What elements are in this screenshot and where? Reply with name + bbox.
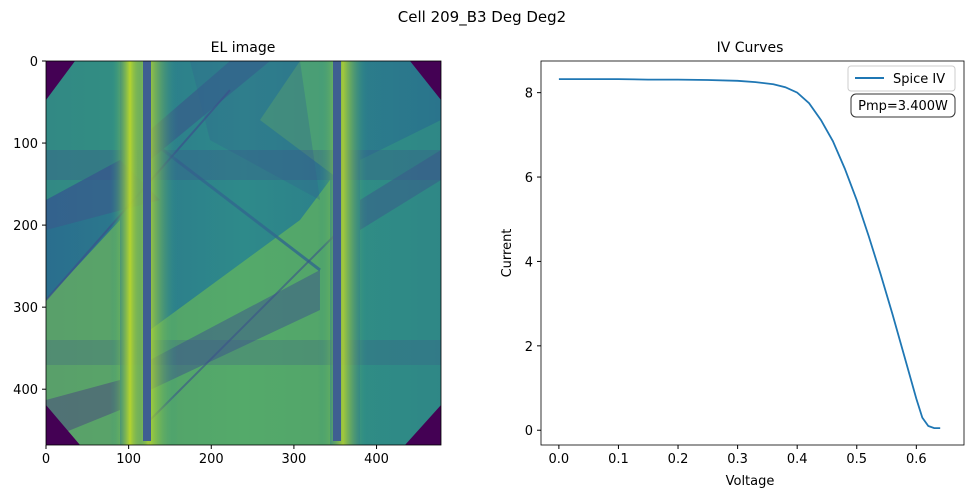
x-tick-label: 0.0 (549, 452, 570, 467)
pmp-text: Pmp=3.400W (858, 99, 948, 114)
x-tick-label: 0.1 (608, 452, 629, 467)
pmp-annotation: Pmp=3.400W (850, 93, 956, 118)
x-tick-label: 200 (199, 452, 224, 467)
iv-curves-panel: IV Curves 0.0 0.1 0.2 0.3 0.4 0.5 0.6 0 2 4 6 8 Vol… (500, 40, 965, 489)
y-tick-label: 200 (13, 219, 38, 234)
y-tick-label: 8 (525, 87, 533, 102)
el-image-title: EL image (211, 40, 276, 56)
x-tick-label: 300 (281, 452, 306, 467)
el-image-panel: EL image (13, 40, 442, 467)
y-tick-label: 400 (13, 383, 38, 398)
x-tick-label: 0.4 (787, 452, 808, 467)
x-axis-label: Voltage (726, 474, 775, 489)
y-tick-label: 2 (525, 340, 533, 355)
figure-title: Cell 209_B3 Deg Deg2 (398, 8, 566, 27)
x-tick-label: 0 (42, 452, 50, 467)
iv-series (558, 78, 941, 430)
series-line-spice-iv (558, 78, 941, 430)
x-tick-label: 0.6 (906, 452, 927, 467)
y-tick-label: 100 (13, 137, 38, 152)
el-image-axes: 0 100 200 300 400 0 100 200 300 400 (13, 55, 389, 467)
x-tick-label: 100 (116, 452, 141, 467)
legend-box (847, 65, 956, 92)
iv-curves-title: IV Curves (717, 40, 784, 56)
y-tick-label: 0 (525, 424, 533, 439)
legend: Spice IV (847, 65, 956, 92)
busbar (143, 61, 151, 441)
x-tick-label: 0.2 (668, 452, 689, 467)
iv-axes: 0.0 0.1 0.2 0.3 0.4 0.5 0.6 0 2 4 6 8 (525, 87, 927, 467)
y-tick-label: 6 (525, 171, 533, 186)
legend-label: Spice IV (893, 72, 945, 87)
x-tick-label: 0.3 (727, 452, 748, 467)
x-tick-label: 400 (364, 452, 389, 467)
y-axis-label: Current (500, 229, 515, 278)
x-tick-label: 0.5 (846, 452, 867, 467)
y-tick-label: 300 (13, 301, 38, 316)
el-image (46, 61, 441, 445)
pmp-box (850, 93, 956, 118)
y-tick-label: 4 (525, 255, 533, 270)
busbar (333, 61, 341, 441)
y-tick-label: 0 (30, 55, 38, 70)
